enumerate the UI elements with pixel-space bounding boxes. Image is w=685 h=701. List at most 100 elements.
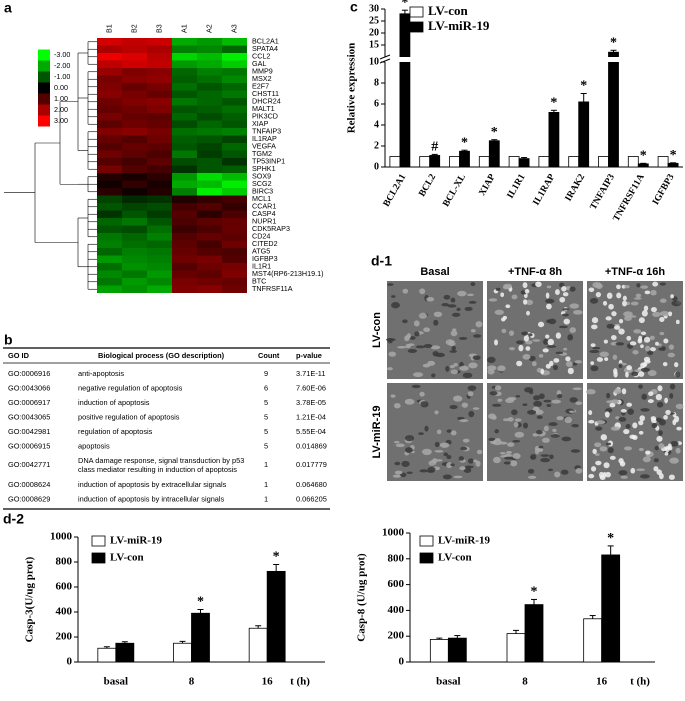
cell: [536, 415, 543, 419]
heat-cell: [222, 128, 247, 136]
cell: [641, 393, 648, 400]
cell: [522, 299, 528, 305]
heat-cell: [222, 218, 247, 226]
gene-label: VEGFA: [252, 142, 276, 151]
cell: [532, 339, 541, 342]
bar: [449, 156, 460, 168]
column-label: A1: [179, 24, 188, 33]
cell: [554, 471, 561, 478]
cell: [487, 368, 495, 375]
heat-cell: [222, 173, 247, 181]
heat-cell: [172, 53, 197, 61]
cell: [659, 331, 665, 336]
cell: [657, 385, 663, 392]
heat-cell: [122, 120, 147, 128]
cell: [592, 448, 597, 455]
cell: [420, 401, 429, 408]
table-cell: GO:0042981: [8, 427, 50, 436]
cell: [434, 410, 439, 415]
heat-cell: [172, 45, 197, 53]
cell: [615, 416, 620, 420]
heat-cell: [222, 105, 247, 113]
heat-cell: [197, 83, 222, 91]
cell: [559, 296, 566, 303]
x-axis-label: t (h): [290, 676, 310, 688]
heat-cell: [97, 158, 122, 166]
heat-cell: [122, 240, 147, 248]
bar: [518, 158, 530, 168]
cell: [419, 288, 426, 295]
heat-cell: [122, 188, 147, 196]
cell: [668, 344, 675, 350]
cell: [557, 394, 563, 399]
heat-cell: [197, 135, 222, 143]
gene-label: NUPR1: [252, 217, 276, 226]
legend-swatch: [419, 535, 434, 547]
cell: [603, 339, 608, 344]
heat-cell: [147, 255, 172, 263]
cell: [418, 432, 424, 435]
heat-cell: [222, 248, 247, 256]
cell: [467, 293, 474, 297]
heat-cell: [147, 68, 172, 76]
cell: [606, 392, 611, 399]
bar: [508, 156, 520, 168]
heat-cell: [197, 75, 222, 83]
cell: [585, 389, 596, 395]
cell: [545, 298, 555, 304]
legend-label: LV-miR-19: [110, 535, 162, 547]
heat-cell: [172, 90, 197, 98]
legend-label: LV-con: [438, 552, 472, 564]
cell: [614, 325, 621, 330]
cell: [613, 371, 618, 378]
cell: [475, 321, 483, 328]
cell: [545, 334, 550, 339]
heat-cell: [147, 248, 172, 256]
cell: [626, 402, 633, 407]
cell: [492, 403, 502, 407]
heat-cell: [147, 225, 172, 233]
cell: [648, 391, 654, 397]
cell: [509, 346, 515, 351]
bar: [568, 156, 580, 168]
x-tick-label: TNFAIP3: [589, 172, 617, 211]
cell: [588, 419, 595, 424]
cell: [506, 450, 512, 455]
table-cell: 1: [264, 460, 268, 469]
cell: [492, 456, 501, 464]
heat-cell: [197, 60, 222, 68]
heat-cell: [172, 38, 197, 46]
cell: [523, 335, 530, 342]
heat-cell: [122, 233, 147, 241]
heat-cell: [122, 263, 147, 271]
heat-cell: [222, 68, 247, 76]
heat-cell: [97, 60, 122, 68]
cell: [404, 435, 415, 442]
cell: [600, 434, 608, 441]
cell: [638, 384, 643, 389]
cell: [393, 402, 401, 409]
cell: [430, 345, 441, 350]
cell: [663, 415, 668, 420]
cell: [449, 404, 458, 410]
heat-cell: [97, 188, 122, 196]
cell: [546, 404, 552, 407]
table-cell: 5.55E-04: [296, 427, 326, 436]
cell: [411, 384, 421, 389]
gene-label: SCG2: [252, 179, 272, 188]
heat-cell: [172, 240, 197, 248]
cell: [404, 398, 415, 405]
heat-cell: [147, 210, 172, 218]
heat-cell: [197, 195, 222, 203]
cell: [611, 335, 617, 341]
table-header: Count: [258, 351, 280, 360]
cell: [449, 364, 455, 369]
cell: [659, 282, 667, 286]
cell: [413, 372, 424, 378]
heat-cell: [222, 90, 247, 98]
x-tick-label: BCL2A1: [382, 172, 409, 208]
cell: [453, 395, 463, 402]
heat-cell: [172, 120, 197, 128]
heat-cell: [147, 75, 172, 83]
